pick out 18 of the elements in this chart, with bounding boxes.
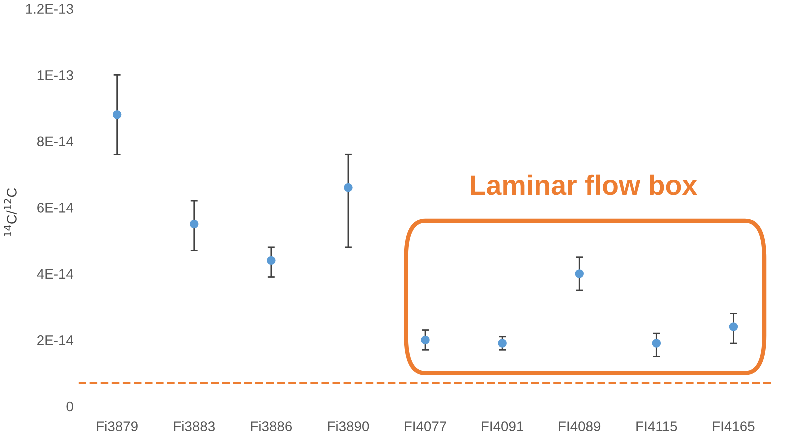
y-tick-label: 1.2E-13 [26, 4, 74, 14]
y-tick-label: 0 [66, 402, 74, 412]
y-tick-label: 1E-13 [38, 70, 74, 80]
y-tick-label: 6E-14 [38, 203, 74, 213]
y-axis-title: $^{14}$C/$^{12}$C [4, 188, 17, 236]
x-tick-label: Fi3883 [174, 421, 215, 432]
x-tick-label: FI4089 [559, 422, 601, 432]
x-tick-label: FI4077 [405, 422, 446, 432]
x-tick-label: FI4115 [636, 422, 678, 432]
x-tick-label: Fi3879 [97, 421, 138, 432]
y-tick-label: 2E-14 [38, 336, 74, 346]
x-tick-label: Fi3890 [328, 421, 370, 432]
y-tick-label: 8E-14 [37, 136, 74, 147]
y-tick-label: 4E-14 [37, 269, 74, 279]
x-tick-label: FI4091 [482, 422, 524, 432]
annotation: Laminar flow box [471, 174, 698, 196]
x-tick-label: Fi3886 [251, 421, 292, 432]
x-tick-label: FI4165 [713, 422, 755, 432]
